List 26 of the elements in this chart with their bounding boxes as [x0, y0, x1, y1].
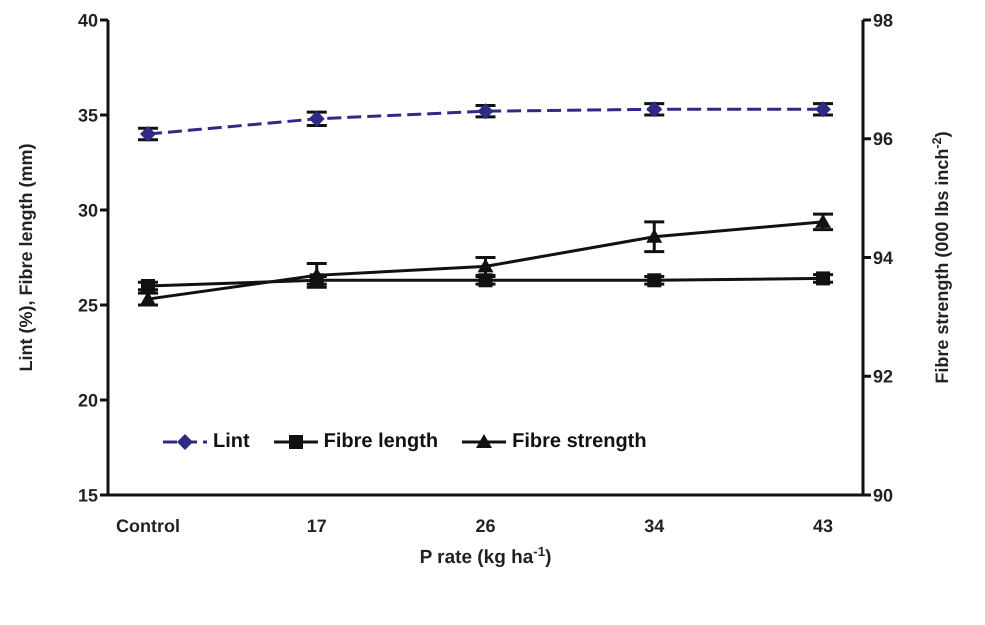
point: [141, 279, 155, 293]
x-tick-label: Control: [116, 516, 180, 536]
y-tick-label: 30: [78, 200, 98, 220]
y-tick-label: 25: [78, 295, 98, 316]
point: [816, 271, 830, 286]
x-tick-label: 26: [475, 516, 496, 536]
y-tick-label: 35: [78, 105, 98, 126]
x-tick-label: 43: [812, 516, 834, 536]
legend-label: Fibre strength: [511, 430, 647, 453]
y-axis-title: Lint (%), Fibre length (mm): [16, 144, 36, 372]
point: [478, 273, 492, 288]
y2-tick-label: 94: [873, 248, 894, 268]
x-axis-title: P rate (kg ha$^{-1}$): [420, 544, 552, 568]
y2-tick-label: 96: [873, 129, 894, 150]
y2-tick-label: 92: [873, 366, 894, 387]
point: [310, 273, 324, 288]
y-tick-label: 20: [78, 390, 98, 410]
x-tick-label: 17: [306, 516, 327, 536]
x-tick-label: 34: [644, 516, 664, 536]
point: [647, 273, 662, 288]
y2-tick-label: 90: [873, 485, 894, 506]
legend-label: Fibre length: [322, 430, 438, 453]
y-tick-label: 40: [78, 10, 98, 30]
y-tick-label: 15: [78, 485, 98, 506]
y2-tick-label: 98: [873, 10, 894, 30]
legend-label: Lint: [212, 430, 250, 453]
